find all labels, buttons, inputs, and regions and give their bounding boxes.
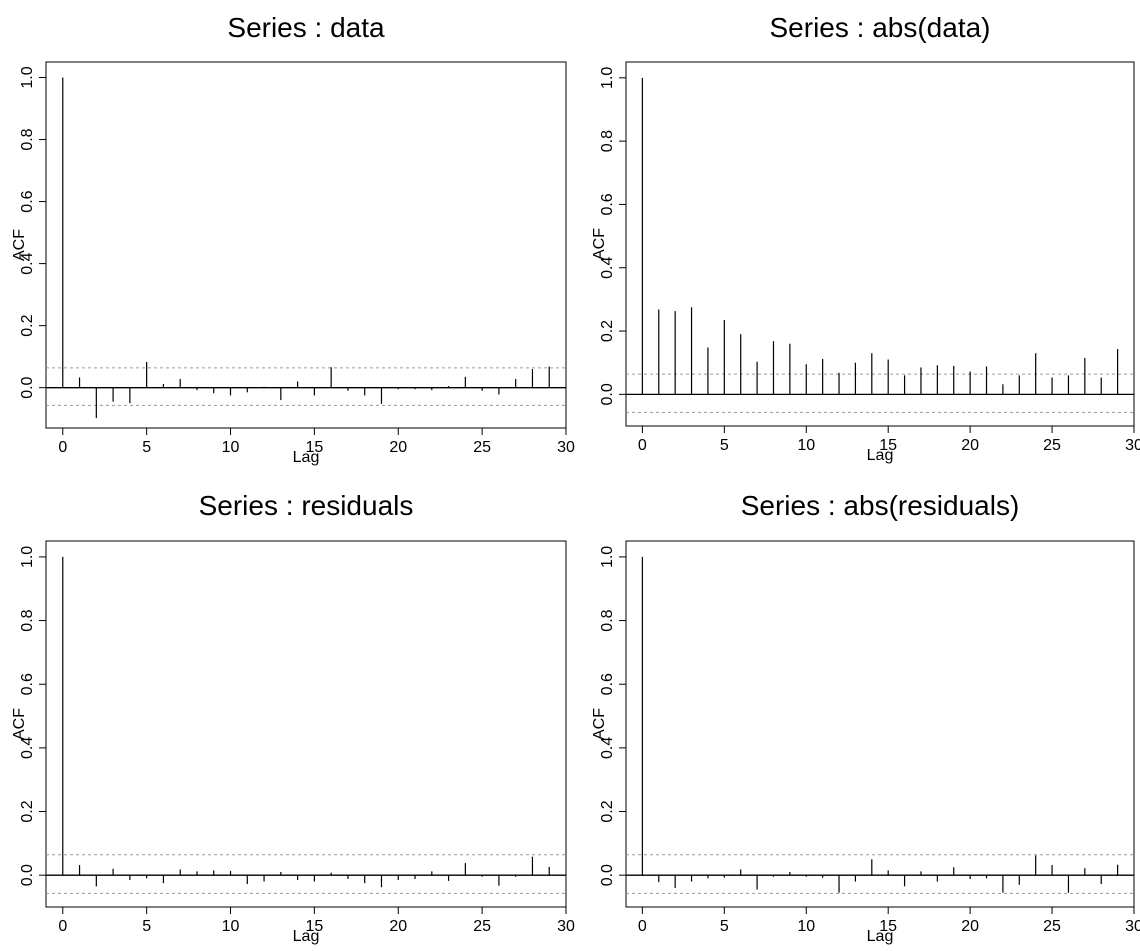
x-tick-label: 20 — [389, 439, 407, 456]
y-tick-label: 0.0 — [19, 376, 36, 398]
x-tick-label: 30 — [557, 918, 575, 935]
x-tick-label: 5 — [142, 439, 151, 456]
y-tick-label: 1.0 — [19, 546, 36, 568]
chart-title: Series : abs(residuals) — [741, 490, 1020, 521]
y-tick-label: 0.0 — [599, 864, 616, 886]
x-tick-label: 5 — [720, 918, 729, 935]
x-tick-label: 0 — [638, 918, 647, 935]
x-tick-label: 25 — [473, 918, 491, 935]
x-tick-label: 15 — [879, 918, 897, 935]
y-tick-label: 1.0 — [599, 67, 616, 89]
x-tick-label: 10 — [222, 918, 240, 935]
y-tick-label: 0.2 — [19, 314, 36, 336]
x-tick-label: 0 — [58, 439, 67, 456]
y-tick-label: 0.8 — [19, 128, 36, 150]
y-axis-label: ACF — [591, 228, 608, 260]
y-tick-label: 0.6 — [19, 190, 36, 212]
x-tick-label: 0 — [638, 437, 647, 454]
chart-title: Series : residuals — [199, 490, 414, 521]
x-tick-label: 15 — [879, 437, 897, 454]
y-tick-label: 0.4 — [19, 737, 36, 759]
chart-panel-2: Series : abs(data) 0 5 10 15 20 25 30 0.0 0.2 0.4 0… — [591, 12, 1140, 464]
x-tick-label: 5 — [720, 437, 729, 454]
y-tick-label: 0.4 — [599, 737, 616, 759]
plot-frame — [45, 61, 567, 429]
y-tick-label: 0.0 — [599, 383, 616, 405]
y-axis-label: ACF — [11, 229, 28, 261]
x-axis-label: Lag — [867, 928, 894, 945]
y-tick-label: 0.6 — [19, 673, 36, 695]
y-tick-label: 0.2 — [599, 800, 616, 822]
x-tick-label: 10 — [222, 439, 240, 456]
y-tick-label: 1.0 — [599, 546, 616, 568]
x-tick-label: 10 — [797, 918, 815, 935]
plot-frame — [625, 61, 1135, 427]
chart-panel-4: Series : abs(residuals) 0 5 10 15 20 25 30 0.0 0.… — [591, 490, 1140, 945]
y-tick-label: 0.2 — [19, 800, 36, 822]
x-axis-label: Lag — [293, 928, 320, 945]
x-axis-label: Lag — [293, 449, 320, 466]
y-tick-label: 0.6 — [599, 193, 616, 215]
x-tick-label: 15 — [305, 439, 323, 456]
y-axis-label: ACF — [11, 708, 28, 740]
y-tick-label: 0.8 — [599, 130, 616, 152]
x-tick-label: 30 — [1125, 437, 1140, 454]
x-tick-label: 30 — [1125, 918, 1140, 935]
plot-frame — [45, 540, 567, 908]
y-tick-label: 0.0 — [19, 864, 36, 886]
y-axis-label: ACF — [591, 708, 608, 740]
y-tick-label: 1.0 — [19, 66, 36, 88]
chart-title: Series : abs(data) — [770, 12, 991, 43]
x-tick-label: 25 — [1043, 918, 1061, 935]
y-tick-label: 0.4 — [19, 252, 36, 274]
y-tick-label: 0.6 — [599, 673, 616, 695]
x-tick-label: 25 — [1043, 437, 1061, 454]
y-tick-label: 0.8 — [19, 609, 36, 631]
x-tick-label: 20 — [961, 437, 979, 454]
x-tick-label: 15 — [305, 918, 323, 935]
x-tick-label: 20 — [389, 918, 407, 935]
x-tick-label: 25 — [473, 439, 491, 456]
plot-frame — [625, 540, 1135, 908]
x-tick-label: 0 — [58, 918, 67, 935]
y-tick-label: 0.8 — [599, 609, 616, 631]
y-tick-label: 0.4 — [599, 257, 616, 279]
x-tick-label: 10 — [797, 437, 815, 454]
chart-panel-1: Series : data 0 5 10 15 20 25 30 0.0 0.2 0.4 0.6 0.8… — [11, 12, 575, 466]
chart-title: Series : data — [227, 12, 385, 43]
chart-panel-3: Series : residuals 0 5 10 15 20 25 30 0.0 0.2 0.4 0… — [11, 490, 575, 945]
x-tick-label: 30 — [557, 439, 575, 456]
y-tick-label: 0.2 — [599, 320, 616, 342]
x-tick-label: 5 — [142, 918, 151, 935]
x-axis-label: Lag — [867, 447, 894, 464]
x-tick-label: 20 — [961, 918, 979, 935]
